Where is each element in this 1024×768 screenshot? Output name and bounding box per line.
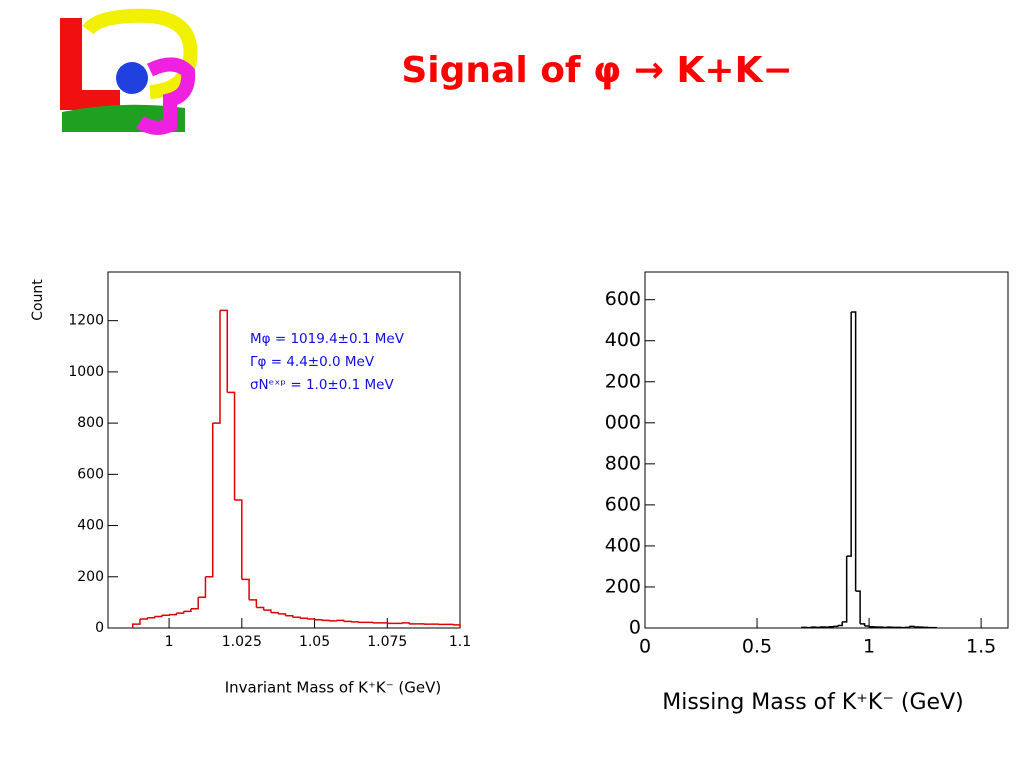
histogram-bin <box>190 597 199 610</box>
y-tick-label: 200 <box>77 569 104 585</box>
x-tick-label: 1.025 <box>222 634 262 650</box>
y-tick-label: 000 <box>605 411 641 433</box>
y-tick-label: 400 <box>605 329 641 351</box>
histogram-bin <box>131 619 141 628</box>
y-tick-label: 0 <box>629 617 641 639</box>
histogram-bin <box>241 578 250 600</box>
y-tick-label: 600 <box>77 466 104 482</box>
histogram-bin <box>909 625 915 628</box>
slide-title: Signal of φ → K+K− <box>401 50 792 91</box>
histogram-bin <box>270 611 279 614</box>
histogram-bin <box>183 608 192 613</box>
histogram-bin <box>154 615 163 618</box>
histogram-bin <box>205 423 214 578</box>
histogram-bin <box>176 611 185 614</box>
fit-annotation: Γφ = 4.4±0.0 MeV <box>250 354 375 370</box>
histogram-bin <box>140 617 149 620</box>
y-tick-label: 800 <box>77 415 104 431</box>
histogram-bin <box>161 614 170 616</box>
histogram-bin <box>851 311 857 592</box>
y-tick-label: 200 <box>605 370 641 392</box>
x-axis-label: Missing Mass of K⁺K⁻ (GeV) <box>662 690 963 715</box>
histogram-bin <box>833 625 839 628</box>
histogram-bin <box>227 391 236 500</box>
histogram-bin <box>329 620 338 622</box>
histogram-bin <box>904 626 911 629</box>
histogram-bin <box>336 619 345 622</box>
histogram-bin <box>300 617 309 620</box>
histogram-bin <box>445 623 454 626</box>
histogram-bin <box>169 613 178 616</box>
histogram-bin <box>220 309 229 393</box>
histogram-bin <box>452 624 461 628</box>
histogram-bin <box>350 621 359 623</box>
histogram-bin <box>292 616 301 619</box>
histogram-bin <box>256 606 265 611</box>
y-tick-label: 600 <box>605 493 641 515</box>
y-tick-label: 600 <box>605 288 641 310</box>
x-tick-label: 1.1 <box>449 634 471 650</box>
histogram-bin <box>321 619 330 622</box>
histogram-bin <box>365 621 374 624</box>
y-tick-label: 800 <box>605 452 641 474</box>
histogram-bin <box>401 622 410 624</box>
histogram-bin <box>801 626 808 629</box>
plot-frame <box>107 271 461 629</box>
histogram-bin <box>860 623 866 626</box>
histogram-bin <box>234 499 243 580</box>
fit-annotation: σNᵉˣᵖ = 1.0±0.1 MeV <box>250 377 394 393</box>
histogram-bin <box>147 616 156 619</box>
histogram-bin <box>314 619 323 621</box>
histogram-bin <box>837 621 843 627</box>
histogram-bin <box>307 618 316 620</box>
x-tick-label: 1.075 <box>367 634 407 650</box>
x-tick-label: 0.5 <box>742 636 772 658</box>
x-axis-label: Invariant Mass of K⁺K⁻ (GeV) <box>225 679 442 697</box>
histogram-bin <box>212 310 221 424</box>
histogram-bin <box>846 312 852 557</box>
y-tick-label: 400 <box>605 534 641 556</box>
y-axis-label: Count <box>30 279 46 321</box>
logo <box>60 8 198 135</box>
histogram-bin <box>285 614 294 618</box>
y-tick-label: 0 <box>95 620 104 636</box>
y-tick-label: 1200 <box>68 313 104 329</box>
histogram-bin <box>278 613 287 616</box>
histogram-bin <box>864 625 870 627</box>
plot-frame <box>644 271 1009 629</box>
x-tick-label: 1 <box>165 634 174 650</box>
fit-annotation: Mφ = 1019.4±0.1 MeV <box>250 331 405 347</box>
x-tick-label: 1.05 <box>299 634 330 650</box>
x-tick-label: 1.5 <box>966 636 996 658</box>
x-tick-label: 0 <box>639 636 651 658</box>
histogram-bin <box>343 620 352 623</box>
histogram-bin <box>263 609 272 613</box>
x-tick-label: 1 <box>863 636 875 658</box>
histogram-bin <box>380 622 389 624</box>
histogram-bin <box>842 556 848 623</box>
y-tick-label: 200 <box>605 575 641 597</box>
histogram-bin <box>394 622 403 625</box>
histogram-bin <box>198 576 207 599</box>
y-tick-label: 1000 <box>68 364 104 380</box>
y-tick-label: 400 <box>77 518 104 534</box>
histogram-bin <box>249 599 258 608</box>
histogram-bin <box>855 590 861 624</box>
